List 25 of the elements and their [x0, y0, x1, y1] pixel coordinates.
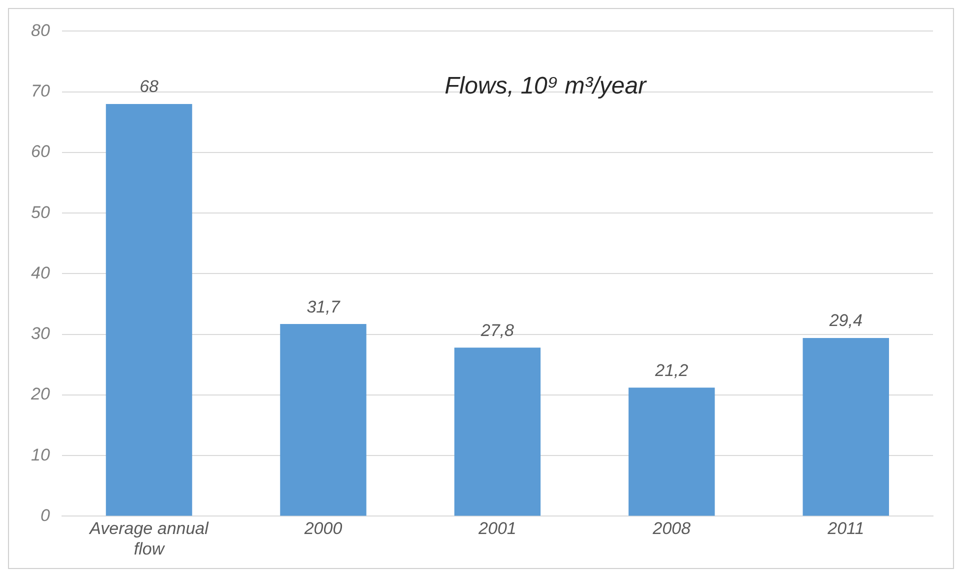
y-tick-label: 70: [30, 82, 50, 101]
data-label: 29,4: [828, 311, 862, 330]
bar: [280, 324, 366, 516]
data-label: 31,7: [306, 297, 340, 316]
bar: [454, 348, 541, 516]
text: Flows, 10⁹ m³/year: [444, 72, 648, 100]
x-tick-label: 2008: [652, 519, 692, 538]
y-tick-label: 0: [40, 506, 50, 525]
y-tick-label: 20: [30, 384, 50, 404]
y-tick-label: 30: [30, 324, 50, 344]
bar: [802, 338, 890, 516]
x-tick-label: 2000: [303, 519, 343, 538]
data-label: 27,8: [480, 320, 515, 340]
bar: [106, 104, 192, 516]
data-label: 68: [140, 77, 160, 96]
y-tick-label: 40: [30, 263, 50, 282]
x-tick-label: 2011: [826, 519, 864, 538]
y-tick-label: 10: [30, 445, 50, 464]
data-label: 21,2: [654, 360, 689, 380]
y-tick-label: 80: [30, 20, 50, 40]
x-tick-label: 2001: [478, 519, 516, 538]
bar: [628, 388, 715, 516]
y-tick-label: 50: [30, 202, 50, 222]
x-tick-label: Average annual flow: [88, 519, 210, 559]
y-tick-label: 60: [30, 142, 50, 162]
